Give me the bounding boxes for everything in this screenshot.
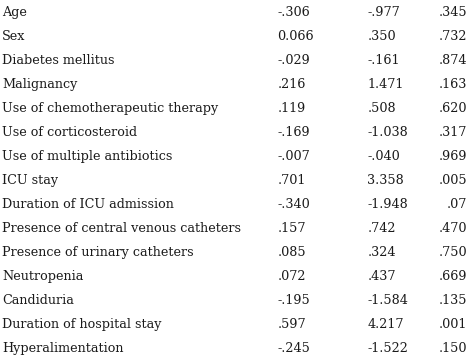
Text: .157: .157 [277,222,306,235]
Text: .345: .345 [438,5,467,18]
Text: .874: .874 [438,54,467,67]
Text: .216: .216 [277,78,306,91]
Text: Use of corticosteroid: Use of corticosteroid [2,126,137,139]
Text: .620: .620 [438,102,467,115]
Text: .742: .742 [367,222,396,235]
Text: -.195: -.195 [277,294,310,307]
Text: -1.522: -1.522 [367,343,408,356]
Text: Duration of ICU admission: Duration of ICU admission [2,198,174,211]
Text: .072: .072 [277,270,306,283]
Text: -.161: -.161 [367,54,400,67]
Text: .07: .07 [447,198,467,211]
Text: -.340: -.340 [277,198,310,211]
Text: 4.217: 4.217 [367,318,404,331]
Text: .005: .005 [438,174,467,187]
Text: .163: .163 [438,78,467,91]
Text: .119: .119 [277,102,306,115]
Text: .150: .150 [438,343,467,356]
Text: Use of multiple antibiotics: Use of multiple antibiotics [2,150,173,163]
Text: 1.471: 1.471 [367,78,404,91]
Text: 0.066: 0.066 [277,30,314,43]
Text: Duration of hospital stay: Duration of hospital stay [2,318,162,331]
Text: -.040: -.040 [367,150,400,163]
Text: .470: .470 [438,222,467,235]
Text: 3.358: 3.358 [367,174,404,187]
Text: .969: .969 [438,150,467,163]
Text: -.169: -.169 [277,126,310,139]
Text: -1.948: -1.948 [367,198,408,211]
Text: Use of chemotherapeutic therapy: Use of chemotherapeutic therapy [2,102,219,115]
Text: -.007: -.007 [277,150,310,163]
Text: .350: .350 [367,30,396,43]
Text: Sex: Sex [2,30,26,43]
Text: Hyperalimentation: Hyperalimentation [2,343,124,356]
Text: .001: .001 [438,318,467,331]
Text: .317: .317 [438,126,467,139]
Text: Presence of central venous catheters: Presence of central venous catheters [2,222,241,235]
Text: ICU stay: ICU stay [2,174,58,187]
Text: -.029: -.029 [277,54,310,67]
Text: Presence of urinary catheters: Presence of urinary catheters [2,246,194,259]
Text: .750: .750 [438,246,467,259]
Text: .732: .732 [438,30,467,43]
Text: Candiduria: Candiduria [2,294,74,307]
Text: .669: .669 [438,270,467,283]
Text: -1.584: -1.584 [367,294,408,307]
Text: .085: .085 [277,246,306,259]
Text: .437: .437 [367,270,396,283]
Text: -.977: -.977 [367,5,400,18]
Text: Diabetes mellitus: Diabetes mellitus [2,54,115,67]
Text: .135: .135 [438,294,467,307]
Text: .324: .324 [367,246,396,259]
Text: .597: .597 [277,318,306,331]
Text: Malignancy: Malignancy [2,78,78,91]
Text: .508: .508 [367,102,396,115]
Text: -.245: -.245 [277,343,310,356]
Text: .701: .701 [277,174,306,187]
Text: Age: Age [2,5,27,18]
Text: -.306: -.306 [277,5,310,18]
Text: Neutropenia: Neutropenia [2,270,84,283]
Text: -1.038: -1.038 [367,126,408,139]
